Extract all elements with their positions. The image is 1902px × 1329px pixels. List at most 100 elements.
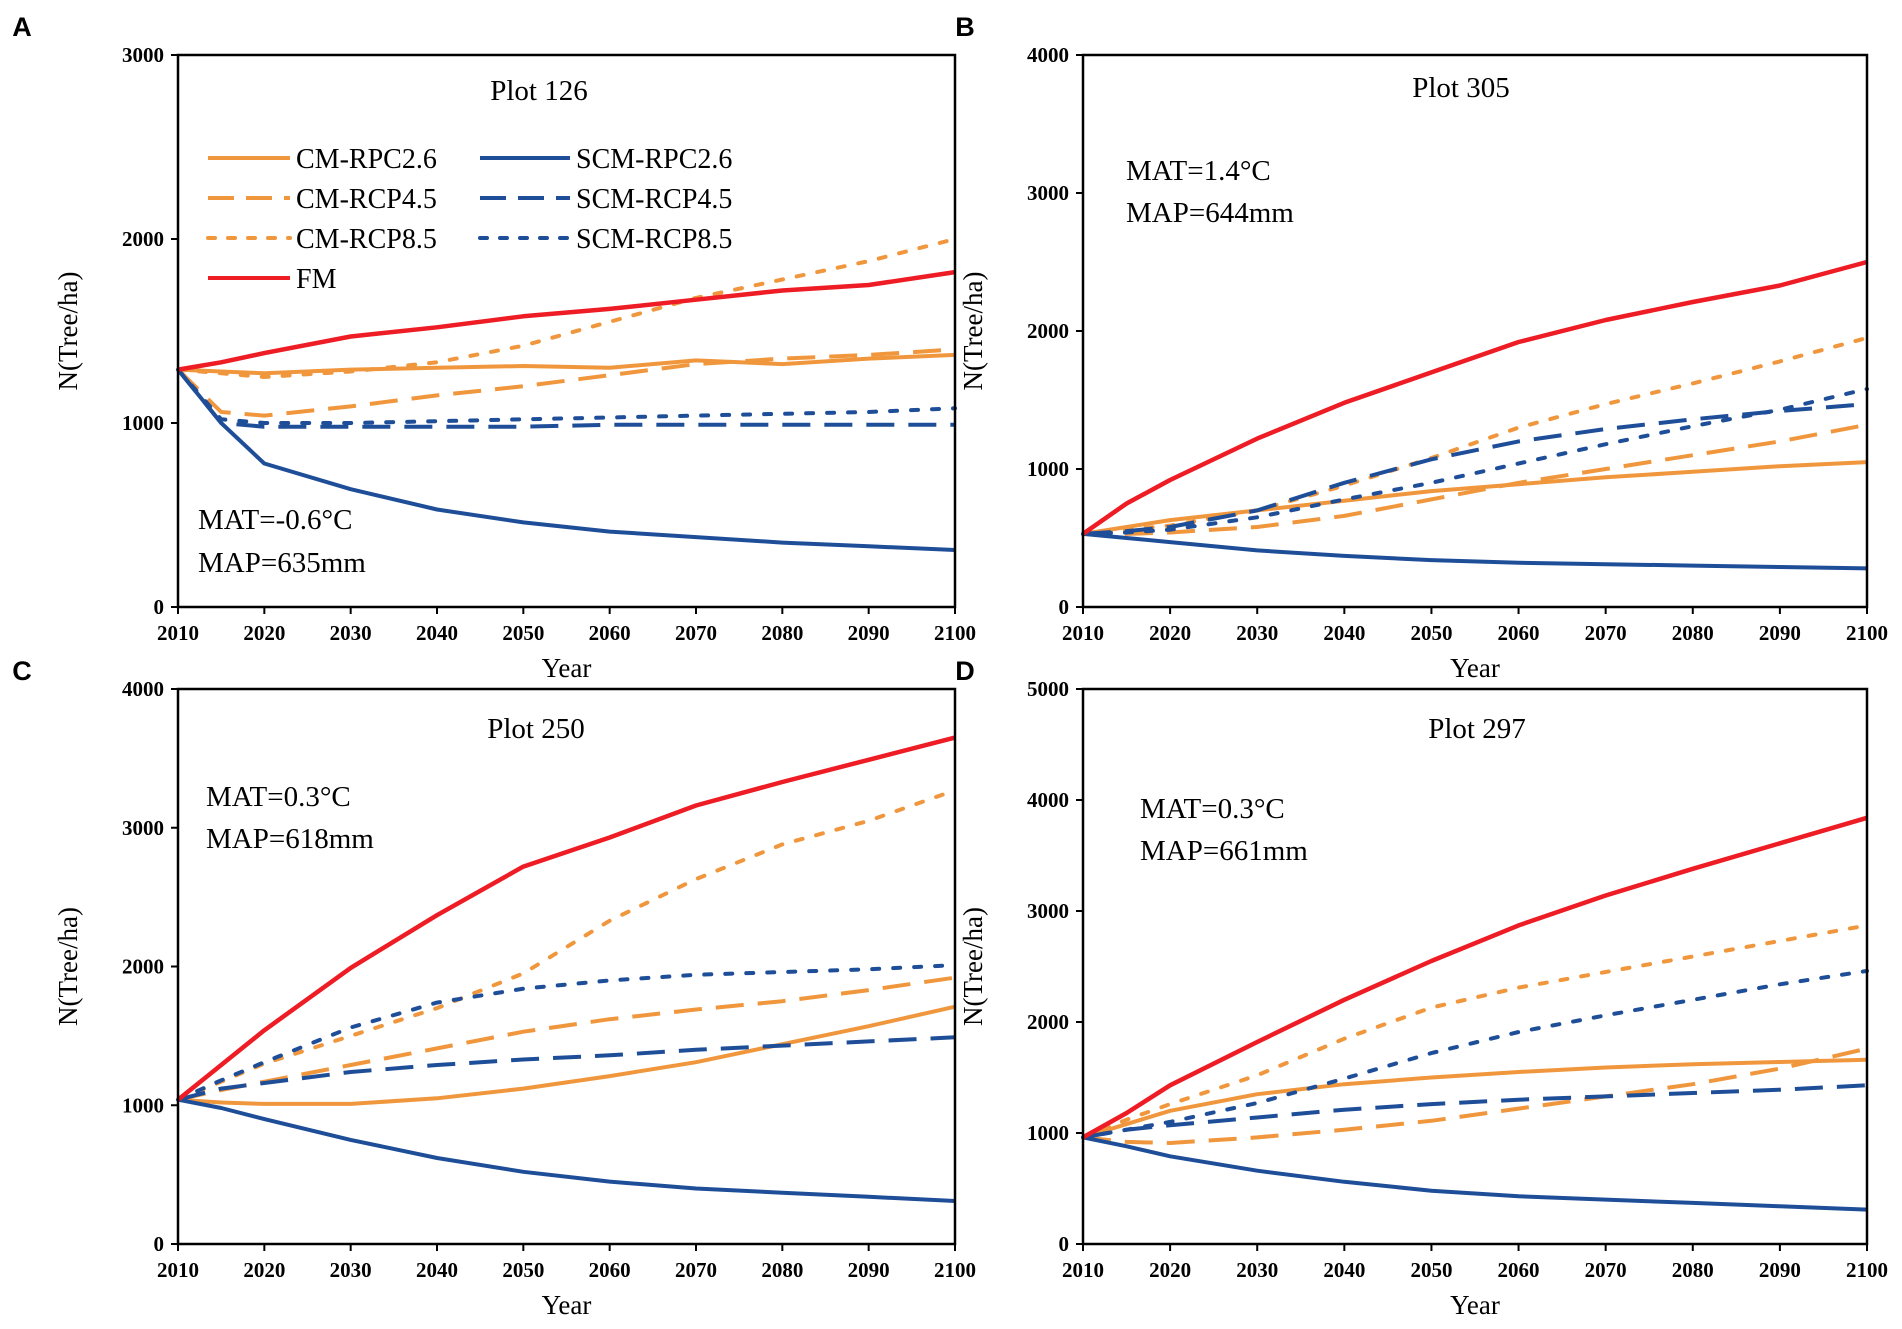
series-line-fm (176, 735, 956, 1102)
x-tick-label: 2050 (502, 1258, 544, 1282)
y-tick-label: 1000 (1027, 457, 1069, 481)
series-line-cm-rcp8-5 (1081, 335, 1869, 536)
x-tick-label: 2060 (589, 1258, 631, 1282)
legend-label: CM-RPC2.6 (296, 144, 437, 175)
x-tick-label: 2030 (1236, 621, 1278, 645)
plot-title: Plot 250 (487, 713, 585, 745)
mat-annotation: MAT=-0.6°C (198, 504, 352, 536)
map-annotation: MAP=644mm (1126, 197, 1294, 229)
x-tick-label: 2080 (761, 1258, 803, 1282)
y-tick-label: 3000 (122, 43, 164, 67)
panel-letter: B (955, 12, 975, 42)
series-lines (176, 237, 957, 552)
mat-annotation: MAT=1.4°C (1126, 155, 1271, 187)
series-line-scm-rcp8-5 (176, 963, 957, 1102)
x-tick-label: 2030 (330, 621, 372, 645)
y-tick-label: 1000 (122, 411, 164, 435)
map-annotation: MAP=635mm (198, 547, 366, 579)
series-line-scm-rpc2-6 (177, 1097, 956, 1203)
map-annotation: MAP=661mm (1140, 835, 1308, 867)
legend-label: SCM-RCP4.5 (576, 184, 732, 215)
y-tick-label: 5000 (1027, 677, 1069, 701)
y-tick-label: 3000 (1027, 899, 1069, 923)
series-line-cm-rcp4-5 (176, 347, 956, 418)
series-line-fm (177, 269, 956, 372)
x-tick-label: 2070 (1585, 621, 1627, 645)
x-tick-label: 2020 (1149, 621, 1191, 645)
series-line-cm-rpc2-6 (1082, 460, 1868, 536)
x-tick-label: 2070 (1585, 1258, 1627, 1282)
series-lines (1081, 815, 1869, 1212)
x-tick-label: 2100 (934, 1258, 976, 1282)
series-line-scm-rpc2-6 (1082, 1135, 1868, 1212)
x-tick-label: 2050 (502, 621, 544, 645)
x-tick-label: 2080 (761, 621, 803, 645)
series-line-fm (1081, 259, 1868, 536)
x-tick-label: 2080 (1672, 621, 1714, 645)
x-tick-label: 2070 (675, 621, 717, 645)
y-tick-label: 2000 (1027, 1010, 1069, 1034)
series-lines (1081, 259, 1869, 571)
y-tick-label: 0 (154, 1232, 165, 1256)
x-tick-label: 2090 (848, 621, 890, 645)
mat-annotation: MAT=0.3°C (1140, 793, 1285, 825)
x-tick-label: 2100 (1846, 621, 1888, 645)
map-annotation: MAP=618mm (206, 823, 374, 855)
x-axis-label: Year (1450, 653, 1500, 683)
panel-d: D 2010 2020 2030 2040 2050 2060 2070 2080 2090 210… (955, 656, 1888, 1320)
y-tick-label: 1000 (1027, 1121, 1069, 1145)
series-line-fm (1081, 815, 1868, 1140)
x-tick-label: 2010 (157, 1258, 199, 1282)
y-tick-label: 3000 (122, 816, 164, 840)
x-tick-label: 2090 (1759, 621, 1801, 645)
x-axis-label: Year (542, 1290, 592, 1320)
y-axis-label: N(Tree/ha) (958, 907, 988, 1026)
x-tick-label: 2090 (848, 1258, 890, 1282)
series-line-scm-rcp4-5 (176, 368, 955, 429)
x-tick-label: 2060 (1498, 1258, 1540, 1282)
x-tick-label: 2100 (1846, 1258, 1888, 1282)
x-tick-label: 2050 (1410, 1258, 1452, 1282)
x-tick-label: 2040 (1323, 1258, 1365, 1282)
series-line-cm-rpc2-6 (177, 1004, 956, 1106)
y-tick-label: 2000 (122, 955, 164, 979)
y-tick-label: 0 (1059, 1232, 1070, 1256)
y-tick-label: 2000 (122, 227, 164, 251)
x-tick-label: 2070 (675, 1258, 717, 1282)
series-line-cm-rcp4-5 (1082, 1046, 1868, 1145)
series-line-cm-rpc2-6 (177, 352, 956, 376)
x-tick-label: 2040 (1323, 621, 1365, 645)
plot-frame (176, 53, 957, 609)
legend-label: CM-RCP8.5 (296, 224, 437, 255)
plot-title: Plot 305 (1412, 72, 1510, 104)
plot-frame (176, 687, 957, 1246)
series-line-scm-rpc2-6 (176, 368, 956, 552)
x-tick-label: 2050 (1410, 621, 1452, 645)
y-axis-label: N(Tree/ha) (53, 907, 83, 1026)
y-tick-label: 0 (154, 595, 165, 619)
y-tick-label: 3000 (1027, 181, 1069, 205)
y-axis-label: N(Tree/ha) (53, 272, 83, 391)
x-tick-label: 2080 (1672, 1258, 1714, 1282)
x-tick-label: 2030 (1236, 1258, 1278, 1282)
legend-label: SCM-RCP8.5 (576, 224, 732, 255)
y-axis-label: N(Tree/ha) (958, 272, 988, 391)
x-tick-label: 2010 (1062, 621, 1104, 645)
y-tick-label: 4000 (1027, 788, 1069, 812)
y-tick-label: 4000 (1027, 43, 1069, 67)
y-tick-label: 2000 (1027, 319, 1069, 343)
legend-label: FM (296, 264, 337, 295)
series-line-cm-rpc2-6 (1082, 1057, 1868, 1140)
plot-title: Plot 126 (490, 75, 588, 107)
series-line-cm-rcp4-5 (1083, 422, 1868, 536)
x-tick-label: 2010 (157, 621, 199, 645)
legend-label: SCM-RPC2.6 (576, 144, 732, 175)
x-tick-label: 2060 (1498, 621, 1540, 645)
panel-a: A 2010 2020 2030 2040 2050 2060 2070 2080 2090 210… (12, 12, 976, 683)
y-tick-label: 4000 (122, 677, 164, 701)
x-tick-label: 2040 (416, 1258, 458, 1282)
series-line-scm-rcp4-5 (1082, 1083, 1868, 1140)
x-tick-label: 2060 (589, 621, 631, 645)
x-axis-label: Year (542, 653, 592, 683)
